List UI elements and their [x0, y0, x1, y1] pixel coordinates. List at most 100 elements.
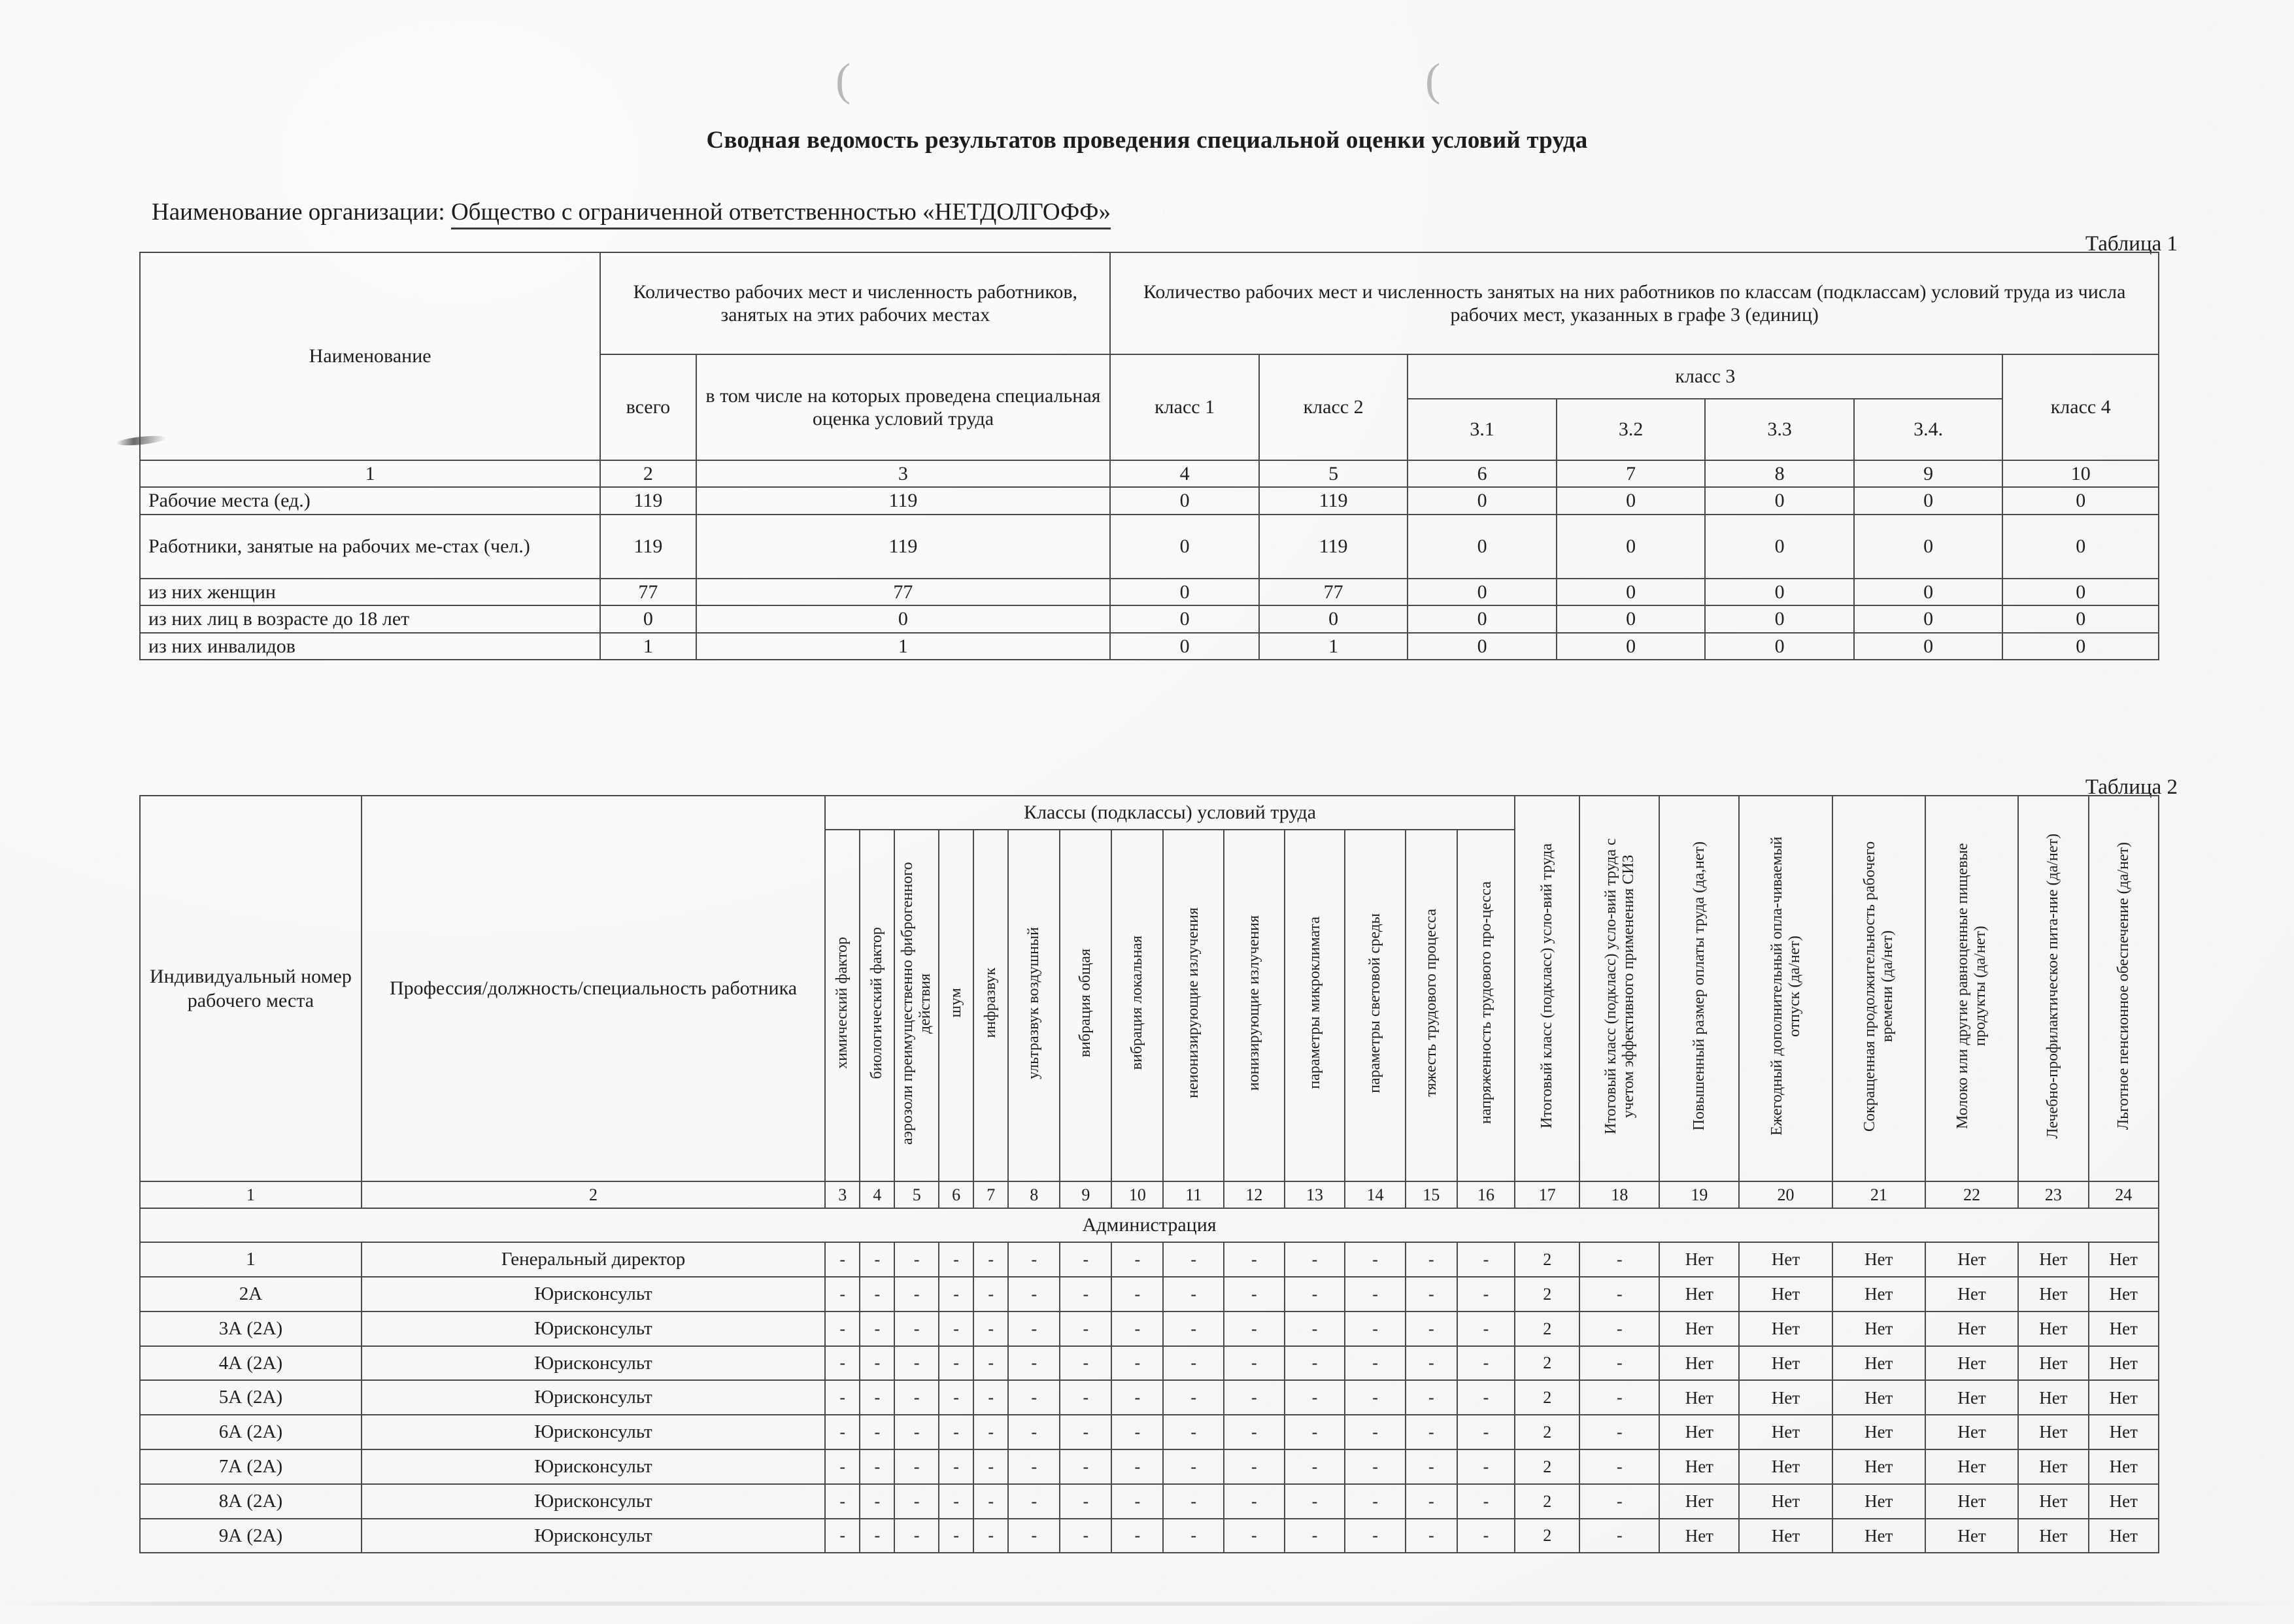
- final-class-ppe-value: -: [1579, 1483, 1661, 1519]
- factor-value: -: [1007, 1379, 1061, 1416]
- cell: 0: [2002, 577, 2159, 607]
- th-guarantee-hours-label: Сокращенная продолжительность рабочего в…: [1861, 840, 1896, 1132]
- factor-value: -: [1283, 1276, 1346, 1312]
- factor-value: -: [1223, 1379, 1285, 1416]
- cell: 0: [695, 605, 1111, 634]
- th-group-classes: Количество рабочих мест и численность за…: [1109, 252, 2159, 355]
- table-row: 7А (2А) Юрисконсульт - - - - - - - - - -…: [139, 1448, 2160, 1485]
- guarantee-value: Нет: [2017, 1310, 2089, 1347]
- scan-artifact-left-paren: (: [835, 55, 851, 105]
- guarantee-value: Нет: [1831, 1448, 1926, 1485]
- cell: 0: [1555, 513, 1706, 579]
- guarantee-value: Нет: [1738, 1379, 1833, 1416]
- cell: 119: [695, 513, 1111, 579]
- factor-value: -: [973, 1414, 1009, 1450]
- colnum-3: 3: [824, 1180, 861, 1210]
- guarantee-value: Нет: [1924, 1483, 2019, 1519]
- th-final-class-ppe: Итоговый класс (подкласс) усло-вий труда…: [1579, 795, 1661, 1182]
- factor-value: -: [1404, 1379, 1458, 1416]
- th-class-3-3: 3.3: [1704, 398, 1855, 461]
- cell: 0: [1555, 632, 1706, 660]
- guarantee-value: Нет: [1831, 1242, 1926, 1277]
- cell: 0: [1853, 513, 2004, 579]
- guarantee-value: Нет: [2017, 1379, 2089, 1416]
- cell: 0: [1704, 632, 1855, 660]
- table2-header-row-1: Индивидуальный номер рабочего места Проф…: [139, 795, 2160, 1182]
- factor-value: -: [1007, 1414, 1061, 1450]
- cell: 1: [599, 632, 697, 660]
- cell: 77: [1258, 577, 1409, 607]
- th-classes-group: Классы (подклассы) условий труда: [824, 795, 1516, 830]
- cell: 0: [1109, 486, 1260, 515]
- row-label: из них женщин: [139, 577, 601, 607]
- colnum-5: 5: [1258, 459, 1409, 488]
- cell: 0: [2002, 605, 2159, 634]
- factor-value: -: [1162, 1276, 1225, 1312]
- workplace-number: 6А (2А): [139, 1414, 362, 1450]
- organization-line: Наименование организации: Общество с огр…: [152, 198, 1111, 229]
- guarantee-value: Нет: [1924, 1448, 2019, 1485]
- profession-name: Юрисконсульт: [360, 1448, 826, 1485]
- th-name: Наименование: [139, 252, 601, 461]
- factor-value: -: [1059, 1379, 1113, 1416]
- factor-value: -: [894, 1483, 940, 1519]
- factor-value: -: [894, 1414, 940, 1450]
- colnum-3: 3: [695, 459, 1111, 488]
- factor-value: -: [938, 1276, 975, 1312]
- factor-value: -: [894, 1448, 940, 1485]
- factor-value: -: [1456, 1448, 1516, 1485]
- th-class-3-4: 3.4.: [1853, 398, 2004, 461]
- cell: 0: [1704, 513, 1855, 579]
- cell: 119: [1258, 486, 1409, 515]
- factor-value: -: [938, 1345, 975, 1381]
- page-title: Сводная ведомость результатов проведения…: [706, 127, 1588, 154]
- cell: 0: [2002, 632, 2159, 660]
- th-guarantee-vacation: Ежегодный дополнительный опла-чиваемый о…: [1738, 795, 1833, 1182]
- cell: 0: [1555, 605, 1706, 634]
- guarantee-value: Нет: [2087, 1345, 2160, 1381]
- factor-value: -: [973, 1242, 1009, 1277]
- th-guarantee-milk-label: Молоко или другие равноценные пищевые пр…: [1954, 843, 1989, 1129]
- factor-value: -: [824, 1242, 861, 1277]
- factor-value: -: [824, 1379, 861, 1416]
- factor-value: -: [1344, 1276, 1406, 1312]
- colnum-2: 2: [599, 459, 697, 488]
- factor-value: -: [1344, 1517, 1406, 1554]
- final-class-ppe-value: -: [1579, 1276, 1661, 1312]
- factor-value: -: [1344, 1345, 1406, 1381]
- factor-value: -: [1162, 1345, 1225, 1381]
- th-class-3-2: 3.2: [1555, 398, 1706, 461]
- guarantee-value: Нет: [1924, 1379, 2019, 1416]
- cell: 0: [1407, 513, 1557, 579]
- guarantee-value: Нет: [1831, 1483, 1926, 1519]
- colnum-23: 23: [2017, 1180, 2089, 1210]
- guarantee-value: Нет: [1924, 1345, 2019, 1381]
- workplace-number: 1: [139, 1242, 362, 1277]
- factor-value: -: [859, 1379, 896, 1416]
- th-guarantee-pay-label: Повышенный размер оплаты труда (да,нет): [1690, 841, 1708, 1131]
- cell: 0: [1109, 513, 1260, 579]
- final-class-value: 2: [1514, 1448, 1581, 1485]
- factor-value: -: [1111, 1483, 1164, 1519]
- table-row: из них инвалидов 1 1 0 1 0 0 0 0 0: [139, 632, 2159, 660]
- factor-value: -: [1404, 1483, 1458, 1519]
- cell: 0: [599, 605, 697, 634]
- factor-value: -: [1404, 1414, 1458, 1450]
- colnum-4: 4: [1109, 459, 1260, 488]
- factor-value: -: [1456, 1276, 1516, 1312]
- guarantee-value: Нет: [1738, 1414, 1833, 1450]
- final-class-value: 2: [1514, 1517, 1581, 1554]
- table-row: 9А (2А) Юрисконсульт - - - - - - - - - -…: [139, 1517, 2160, 1554]
- th-guarantee-pension-label: Льготное пенсионное обеспечение (да/нет): [2114, 841, 2132, 1130]
- cell: 119: [599, 513, 697, 579]
- factor-value: -: [1223, 1517, 1285, 1554]
- guarantee-value: Нет: [1659, 1379, 1740, 1416]
- th-guarantee-pension: Льготное пенсионное обеспечение (да/нет): [2087, 795, 2160, 1182]
- guarantee-value: Нет: [1659, 1276, 1740, 1312]
- table-row: из них женщин 77 77 0 77 0 0 0 0 0: [139, 577, 2159, 607]
- factor-value: -: [1223, 1345, 1285, 1381]
- factor-value: -: [1456, 1345, 1516, 1381]
- scan-artifact-right-paren: (: [1425, 55, 1441, 105]
- factor-value: -: [1344, 1242, 1406, 1277]
- th-factor-microclimate: параметры микроклимата: [1283, 829, 1346, 1182]
